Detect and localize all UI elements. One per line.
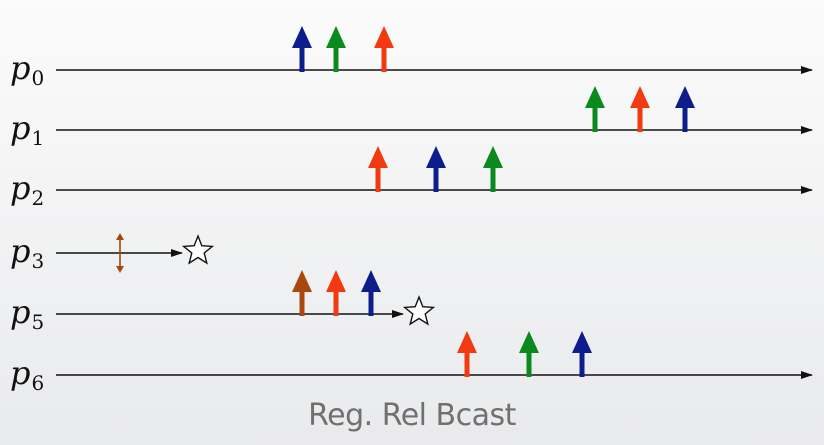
up-arrow-icon	[374, 26, 394, 72]
process-label-p0: p0	[10, 52, 44, 88]
process-label-p2: p2	[10, 172, 44, 208]
process-symbol: p	[10, 232, 31, 270]
process-p3-timeline	[56, 233, 215, 273]
up-arrow-icon	[326, 26, 346, 72]
up-arrow-icon	[361, 270, 381, 316]
up-arrow-icon	[630, 86, 650, 132]
process-p5-timeline	[56, 270, 436, 326]
up-arrow-icon	[519, 331, 539, 377]
process-index: 6	[31, 371, 45, 395]
process-symbol: p	[10, 49, 31, 87]
star-icon	[181, 234, 215, 265]
up-arrow-icon	[292, 26, 312, 72]
diagram-caption: Reg. Rel Bcast	[308, 398, 516, 433]
process-p2-timeline	[56, 146, 813, 194]
process-index: 3	[31, 249, 45, 273]
star-icon	[402, 295, 436, 326]
process-symbol: p	[10, 354, 31, 392]
process-index: 1	[31, 126, 45, 150]
process-index: 0	[31, 66, 45, 90]
process-index: 5	[31, 310, 45, 334]
process-symbol: p	[10, 293, 31, 331]
process-label-p3: p3	[10, 235, 44, 271]
up-arrow-icon	[572, 331, 592, 377]
process-label-p5: p5	[10, 296, 44, 332]
double-arrow-icon	[116, 233, 124, 273]
process-p0-timeline	[56, 26, 813, 74]
up-arrow-icon	[457, 331, 477, 377]
process-index: 2	[31, 186, 45, 210]
process-p6-timeline	[56, 331, 813, 379]
process-label-p6: p6	[10, 357, 44, 393]
up-arrow-icon	[675, 86, 695, 132]
process-symbol: p	[10, 169, 31, 207]
up-arrow-icon	[368, 146, 388, 192]
up-arrow-icon	[426, 146, 446, 192]
up-arrow-icon	[585, 86, 605, 132]
up-arrow-icon	[292, 270, 312, 316]
process-symbol: p	[10, 109, 31, 147]
process-label-p1: p1	[10, 112, 44, 148]
process-p1-timeline	[56, 86, 813, 134]
up-arrow-icon	[326, 270, 346, 316]
up-arrow-icon	[483, 146, 503, 192]
